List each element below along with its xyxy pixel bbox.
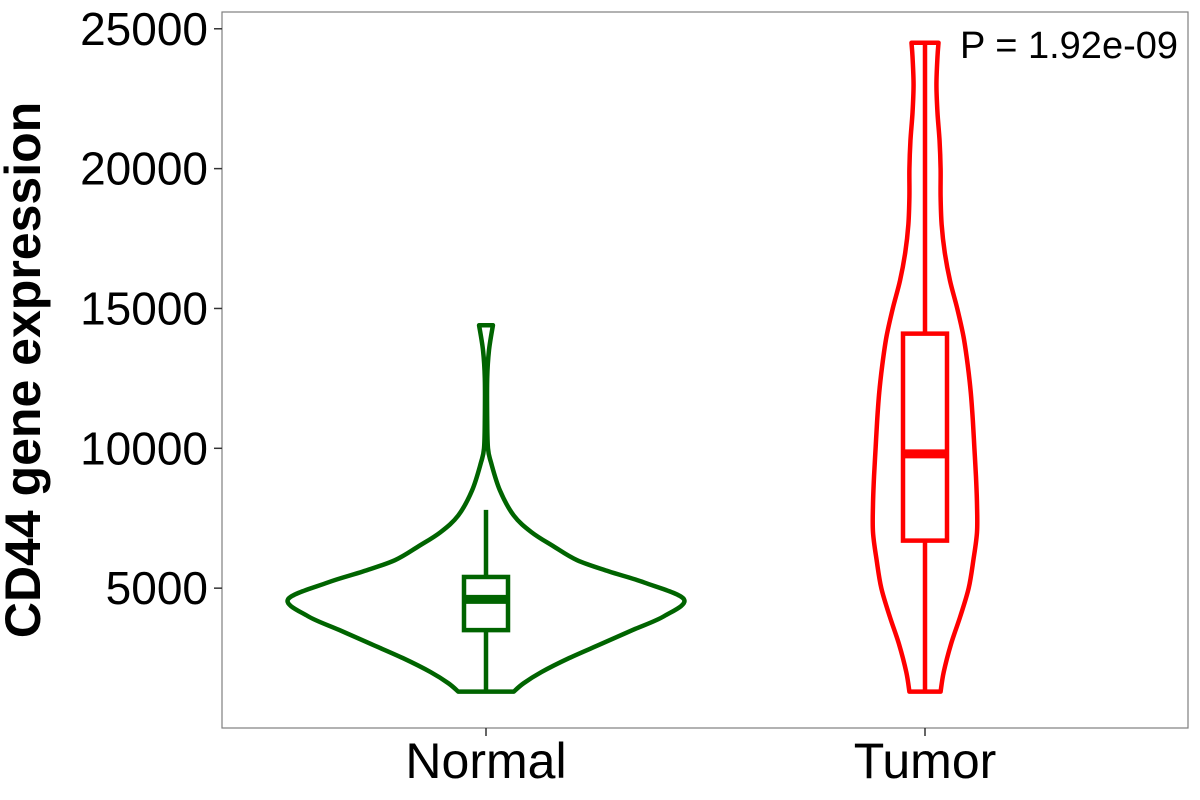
violin-outline bbox=[870, 40, 980, 694]
y-tick-label: 10000 bbox=[80, 422, 208, 474]
y-tick-label: 15000 bbox=[80, 282, 208, 334]
box-iqr bbox=[900, 331, 950, 543]
y-tick-label: 5000 bbox=[106, 562, 208, 614]
violins bbox=[285, 40, 980, 694]
violin-outline bbox=[285, 323, 687, 694]
violin-group-tumor bbox=[870, 40, 980, 694]
p-value-annotation: P = 1.92e-09 bbox=[960, 25, 1178, 67]
y-axis-title: CD44 gene expression bbox=[0, 102, 51, 638]
x-tick-label: Normal bbox=[405, 733, 566, 789]
y-tick-label: 25000 bbox=[80, 3, 208, 55]
violin-group-normal bbox=[285, 323, 687, 694]
x-axis: Normal Tumor bbox=[405, 728, 996, 789]
y-axis: 5000 10000 15000 20000 25000 bbox=[80, 3, 222, 614]
y-tick-label: 20000 bbox=[80, 143, 208, 195]
plot-panel bbox=[221, 11, 1189, 729]
x-tick-label: Tumor bbox=[854, 733, 997, 789]
